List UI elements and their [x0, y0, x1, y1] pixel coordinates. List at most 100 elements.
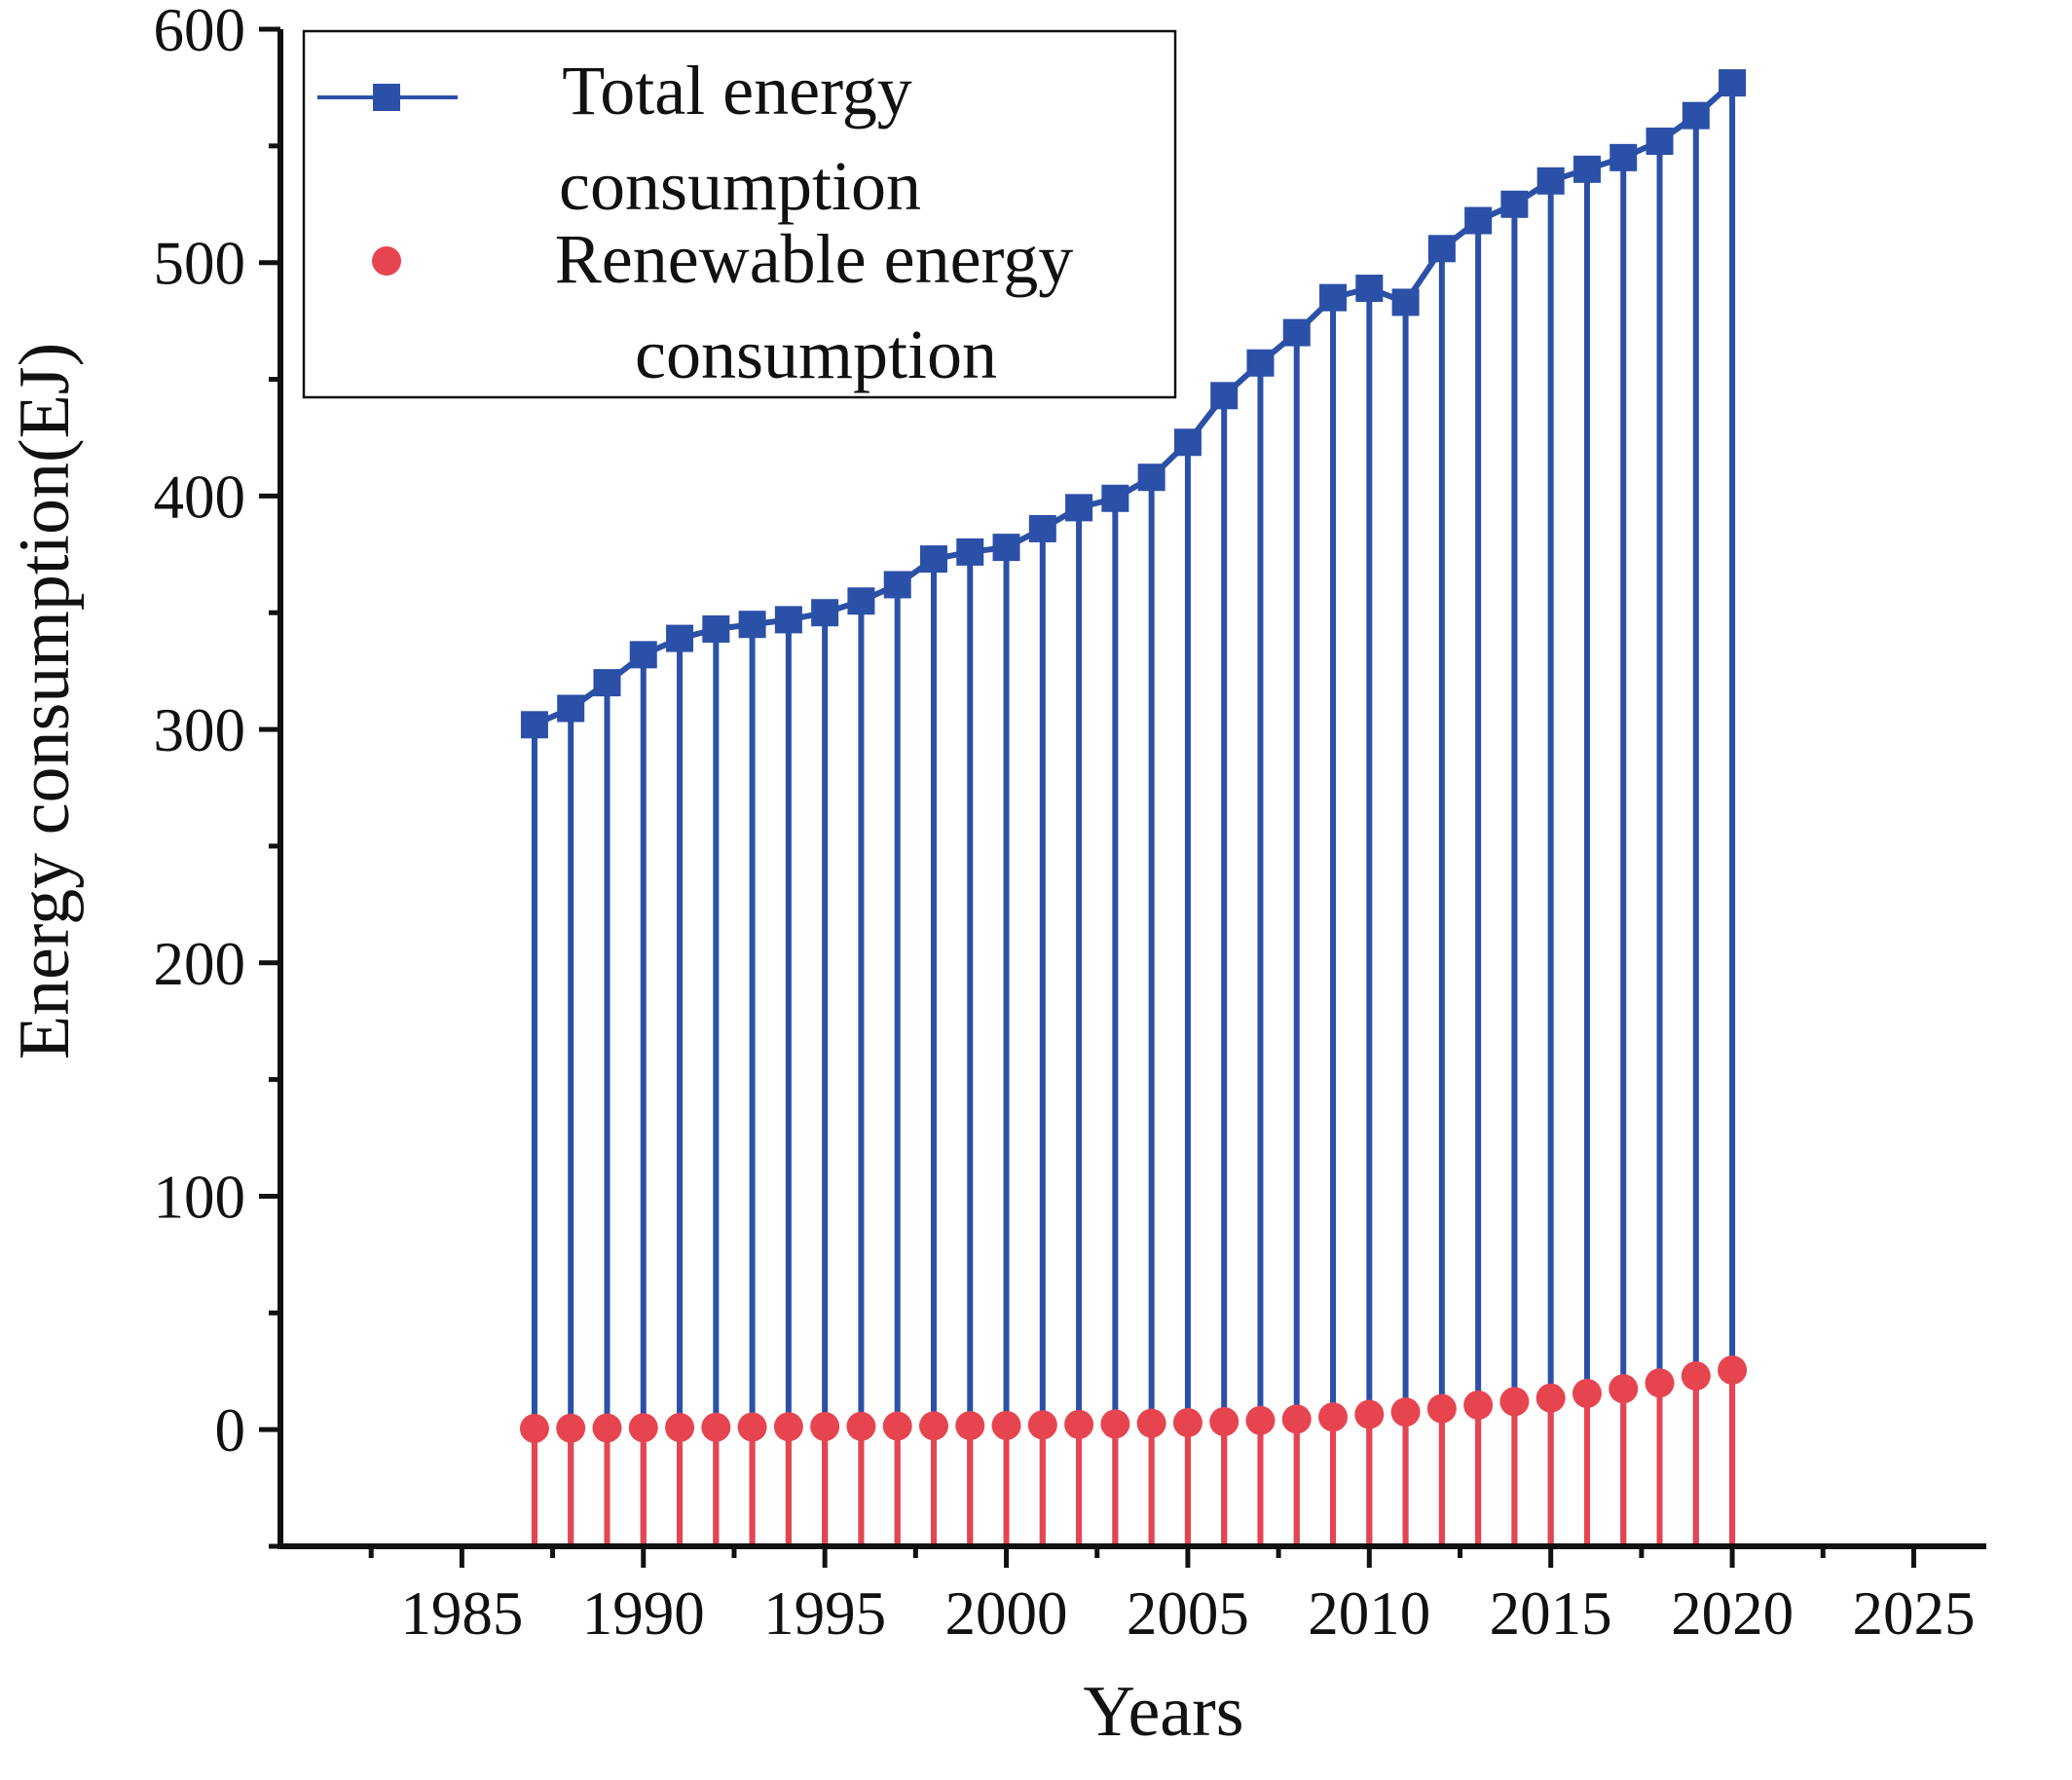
renewable-point: [1609, 1374, 1639, 1404]
total-point: [1282, 318, 1311, 347]
x-tick-label: 2025: [1852, 1579, 1975, 1648]
renewable-point: [773, 1412, 803, 1442]
total-point: [738, 611, 766, 639]
x-tick-label: 1985: [400, 1579, 523, 1648]
total-point: [702, 615, 730, 644]
total-point: [847, 587, 875, 615]
total-point: [1464, 206, 1493, 235]
renewable-point: [1681, 1361, 1711, 1391]
x-axis-title: Years: [1083, 1672, 1243, 1752]
renewable-point: [1572, 1379, 1602, 1409]
renewable-point: [665, 1412, 695, 1442]
total-points: [520, 69, 1747, 739]
y-tick-label: 600: [154, 0, 246, 64]
legend-total-label-line2: consumption: [559, 147, 921, 225]
total-series-line: [533, 80, 1735, 728]
renewable-point: [1536, 1383, 1566, 1413]
total-point: [1246, 349, 1275, 377]
total-point: [774, 606, 802, 634]
legend-box: [302, 29, 1177, 399]
total-point: [1101, 484, 1129, 512]
y-tick-label: 400: [154, 463, 246, 531]
total-point: [992, 534, 1020, 562]
total-point: [1391, 288, 1420, 316]
x-tick-label: 2015: [1490, 1579, 1612, 1648]
x-tick-label: 1995: [763, 1579, 886, 1648]
total-point: [557, 694, 585, 723]
renewable-point: [1354, 1399, 1385, 1429]
x-tick-label: 2010: [1308, 1579, 1430, 1648]
legend-renewable-label-line1: Renewable energy: [555, 220, 1073, 298]
renewable-point: [1463, 1390, 1494, 1420]
renewable-point: [1027, 1410, 1057, 1440]
total-point: [629, 641, 657, 669]
renewable-point: [556, 1413, 586, 1443]
renewable-point: [1499, 1387, 1530, 1417]
total-point: [1319, 283, 1348, 312]
axes-layer: 0 100 200 300 400 500 600 1985 1990 1995 2000 2005 2…: [154, 0, 1986, 1648]
total-point: [1427, 235, 1456, 263]
renewable-point: [1318, 1402, 1349, 1432]
y-tick-label: 100: [154, 1163, 246, 1231]
total-point: [666, 624, 694, 652]
renewable-point: [519, 1413, 549, 1443]
total-point: [811, 599, 839, 627]
renewable-point: [701, 1412, 731, 1442]
y-tick-label: 0: [215, 1396, 246, 1465]
renewable-point: [1100, 1409, 1130, 1439]
legend-total-marker: [373, 84, 400, 111]
renewable-point: [628, 1413, 658, 1443]
total-point: [1065, 494, 1093, 522]
renewable-point: [1718, 1355, 1748, 1386]
marks-layer: [519, 69, 1748, 1546]
legend-renewable-label-line2: consumption: [635, 315, 997, 393]
renewable-points: [519, 1355, 1748, 1443]
x-tick-label: 2020: [1671, 1579, 1794, 1648]
total-point: [1682, 101, 1710, 130]
total-stems: [531, 83, 1736, 1546]
renewable-point: [592, 1413, 622, 1443]
total-point: [1355, 275, 1384, 303]
legend: Total energy consumption Renewable energ…: [302, 29, 1177, 399]
renewable-point: [1426, 1393, 1457, 1424]
total-point: [1210, 382, 1239, 410]
renewable-point: [918, 1411, 948, 1441]
total-point: [919, 545, 947, 574]
renewable-point: [1064, 1409, 1094, 1439]
renewable-point: [991, 1410, 1021, 1440]
renewable-stems: [531, 1370, 1736, 1546]
renewable-point: [810, 1412, 840, 1442]
renewable-point: [846, 1411, 876, 1441]
renewable-point: [1136, 1408, 1166, 1438]
y-tick-label: 500: [154, 230, 246, 298]
y-tick-label: 200: [154, 930, 246, 998]
renewable-point: [1281, 1404, 1312, 1434]
renewable-point: [955, 1411, 985, 1441]
x-tick-label: 2005: [1127, 1579, 1249, 1648]
total-point: [1572, 155, 1601, 183]
renewable-point: [1645, 1368, 1675, 1398]
total-point: [1500, 190, 1529, 218]
legend-renewable-marker: [372, 246, 401, 276]
x-tick-label: 1990: [582, 1579, 705, 1648]
legend-total-label-line1: Total energy: [562, 52, 912, 130]
renewable-point: [1390, 1397, 1421, 1428]
total-point: [593, 669, 621, 697]
total-point: [1719, 69, 1747, 97]
total-point: [1610, 143, 1638, 171]
y-tick-label: 300: [154, 696, 246, 764]
x-tick-label: 2000: [945, 1579, 1068, 1648]
renewable-point: [1209, 1407, 1240, 1437]
y-axis-title: Energy consumption(EJ): [5, 343, 85, 1059]
renewable-point: [1172, 1407, 1202, 1437]
renewable-point: [882, 1411, 912, 1441]
total-point: [956, 538, 984, 566]
renewable-point: [1245, 1405, 1276, 1435]
total-point: [520, 711, 548, 739]
renewable-point: [737, 1412, 767, 1442]
total-point: [1028, 514, 1056, 542]
total-point: [883, 571, 911, 599]
total-point: [1173, 428, 1202, 457]
total-point: [1536, 167, 1565, 195]
